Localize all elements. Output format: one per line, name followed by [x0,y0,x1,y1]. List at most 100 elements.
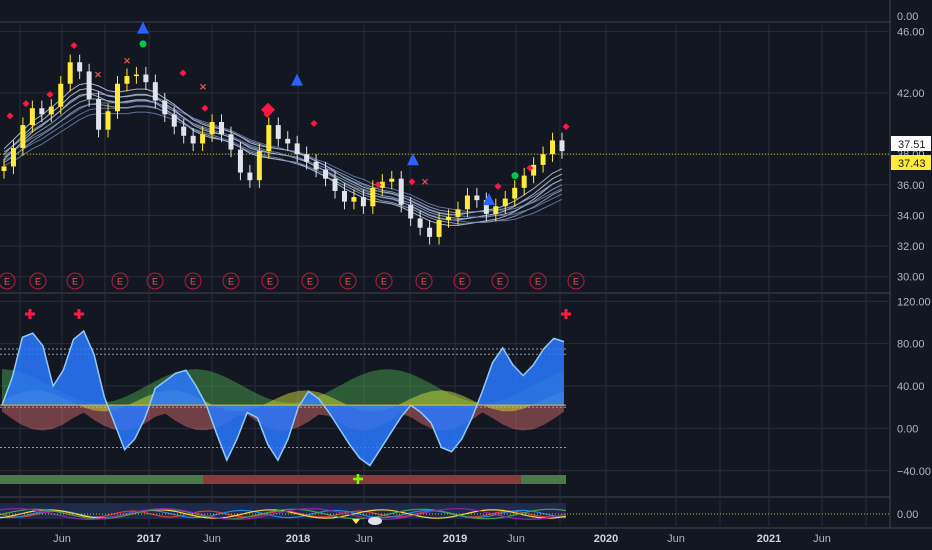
time-tick-label: Jun [355,533,373,545]
time-tick-label: 2021 [757,533,781,545]
signal-triangle [407,153,419,166]
ma-ribbon-line [3,98,563,219]
time-tick-label: 2017 [137,533,161,545]
time-tick-label: 2018 [286,533,310,545]
earnings-marker [453,272,471,290]
earnings-marker-label: E [421,277,427,287]
bottom-tick-label: 0.00 [897,509,918,521]
candle-body [143,74,149,83]
candle-body [256,151,262,181]
earnings-marker [29,272,47,290]
price-label-badge [891,155,931,170]
time-tick-label: Jun [813,533,831,545]
candle-body [266,125,272,152]
signal-diamond [201,104,209,112]
price-label-badge [891,136,931,151]
osc-cross-marker [561,309,571,319]
candle-body [237,149,243,173]
candle-body [483,200,489,214]
candle-body [86,71,92,100]
candle-body [370,187,376,207]
price-tick-label: 32.00 [897,241,925,253]
osc-main-line [1,329,565,467]
osc-tick-label: 80.00 [897,339,925,351]
time-axis[interactable]: Jun 2017 Jun 2018 Jun 2019 Jun 2020 Jun 2021 Jun [53,533,831,545]
bottom-indicator-panel[interactable] [0,503,890,525]
price-tick-label: 30.00 [897,272,925,284]
candle-body [550,140,556,155]
earnings-marker [261,272,279,290]
earnings-marker [0,272,16,290]
osc-cross-marker [74,309,84,319]
candle-body [389,178,395,182]
price-tick-label: 36.00 [897,180,925,192]
candle-body [39,108,45,115]
osc-area-main [2,331,564,466]
candle-body [379,181,385,188]
signal-diamond [22,100,30,108]
candle-body [531,164,537,176]
candle-body [341,190,347,202]
earnings-marker [415,272,433,290]
bottom-line [0,508,567,520]
earnings-marker [66,272,84,290]
price-label-value: 37.43 [898,158,926,170]
candle-body [294,143,300,155]
price-tick-label: 46.00 [897,27,925,39]
signal-diamond [374,181,382,189]
candle-body [304,154,310,162]
oscillator-panel[interactable] [0,309,571,467]
candle-body [455,209,461,217]
earnings-marker-label: E [267,277,273,287]
earnings-marker-label: E [307,277,313,287]
candle-body [285,138,291,144]
signal-dot [139,40,147,48]
signal-diamond [46,90,54,98]
signal-cross [200,83,206,90]
candle-body [228,134,234,150]
ma-ribbon-line [3,93,563,214]
earnings-marker [491,272,509,290]
candle-body [20,125,26,149]
candle-body [408,204,414,219]
candle-body [190,135,196,144]
candle-body [474,195,480,201]
price-axis[interactable]: 46.0042.0038.0036.0034.0032.0030.000.003… [891,11,931,521]
candle-body [247,172,253,181]
trend-strip-segment [520,475,566,484]
trend-strip-segment [0,475,204,484]
earnings-marker [339,272,357,290]
candle-body [502,198,508,207]
candle-body [398,178,404,205]
candle-body [313,161,319,170]
candle-body [48,106,54,115]
signal-dot [511,172,519,180]
candle-body [29,108,35,126]
earnings-marker-label: E [497,277,503,287]
candle-body [540,154,546,165]
earnings-marker-label: E [345,277,351,287]
osc-tick-label: 40.00 [897,381,925,393]
earnings-marker-label: E [535,277,541,287]
candle-body [96,99,102,130]
candle-body [521,175,527,188]
candle-body [162,100,168,115]
candle-body [219,122,225,135]
candle-body [67,62,73,84]
earnings-marker-label: E [152,277,158,287]
signal-diamond [179,69,187,77]
earnings-marker-label: E [228,277,234,287]
price-label-value: 37.51 [898,139,926,151]
signal-diamond [6,112,14,120]
candle-body [493,206,499,214]
osc-tick-label: 120.00 [897,296,931,308]
earnings-marker [375,272,393,290]
earnings-marker-label: E [190,277,196,287]
signal-diamond [526,164,534,172]
time-tick-label: Jun [667,533,685,545]
signal-diamond [408,178,416,186]
